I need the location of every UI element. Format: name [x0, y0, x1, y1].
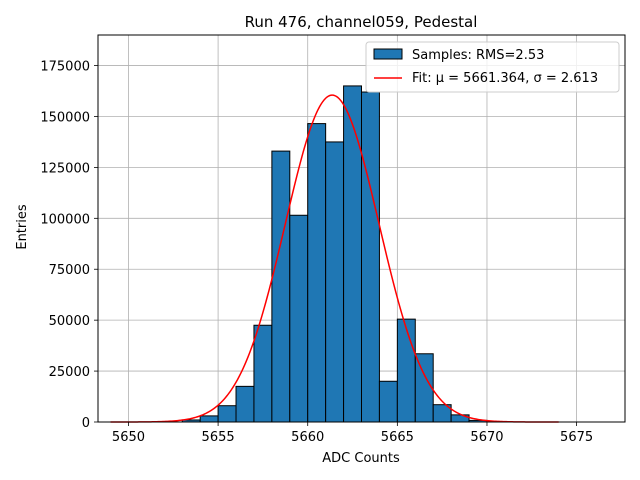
x-tick-label: 5670: [470, 430, 503, 445]
histogram-bar: [199, 415, 219, 423]
legend-label-fit: Fit: μ = 5661.364, σ = 2.613: [412, 71, 598, 86]
x-tick-label: 5675: [560, 430, 593, 445]
x-tick-label: 5665: [381, 430, 414, 445]
legend: Samples: RMS=2.53 Fit: μ = 5661.364, σ =…: [365, 41, 620, 93]
y-tick-label: 100000: [40, 212, 90, 227]
histogram-bar: [361, 91, 380, 423]
fit-curve: [110, 94, 559, 423]
histogram-bar: [325, 141, 345, 423]
y-tick-label: 150000: [40, 110, 90, 125]
y-tick-label: 125000: [40, 161, 90, 176]
legend-swatch-samples: [373, 48, 403, 60]
x-axis-ticks: 5650 5655 5660 5665 5670 5675: [112, 422, 593, 445]
legend-box: [365, 41, 620, 93]
y-tick-label: 175000: [40, 60, 90, 75]
x-axis-label: ADC Counts: [322, 451, 400, 466]
histogram-bar: [378, 380, 398, 423]
histogram-bar: [253, 324, 273, 423]
histogram-bar: [307, 123, 327, 423]
x-tick-label: 5650: [112, 430, 145, 445]
plot-frame: [97, 34, 626, 423]
histogram-bar: [396, 318, 416, 423]
histogram-bar: [235, 385, 255, 423]
y-axis-label: Entries: [15, 204, 30, 250]
histogram-bars: [181, 85, 488, 423]
chart-title: Run 476, channel059, Pedestal: [245, 13, 478, 31]
histogram-bar: [343, 85, 362, 423]
x-tick-label: 5655: [202, 430, 235, 445]
histogram-bar: [217, 405, 237, 423]
y-tick-label: 75000: [49, 263, 90, 278]
y-axis-ticks: 0 25000 50000 75000 100000 125000 150000 175000: [40, 60, 98, 431]
fit-curve-group: [110, 94, 559, 423]
y-tick-label: 50000: [49, 314, 90, 329]
legend-label-samples: Samples: RMS=2.53: [412, 48, 544, 63]
x-tick-label: 5660: [291, 430, 324, 445]
histogram-bar: [414, 353, 434, 423]
histogram-bar: [289, 214, 309, 423]
histogram-bar: [271, 150, 291, 423]
y-tick-label: 0: [82, 416, 90, 431]
y-tick-label: 25000: [49, 365, 90, 380]
